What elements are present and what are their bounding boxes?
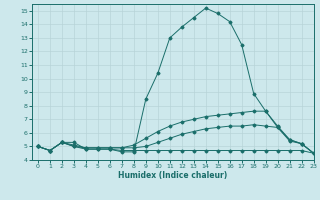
X-axis label: Humidex (Indice chaleur): Humidex (Indice chaleur) <box>118 171 228 180</box>
